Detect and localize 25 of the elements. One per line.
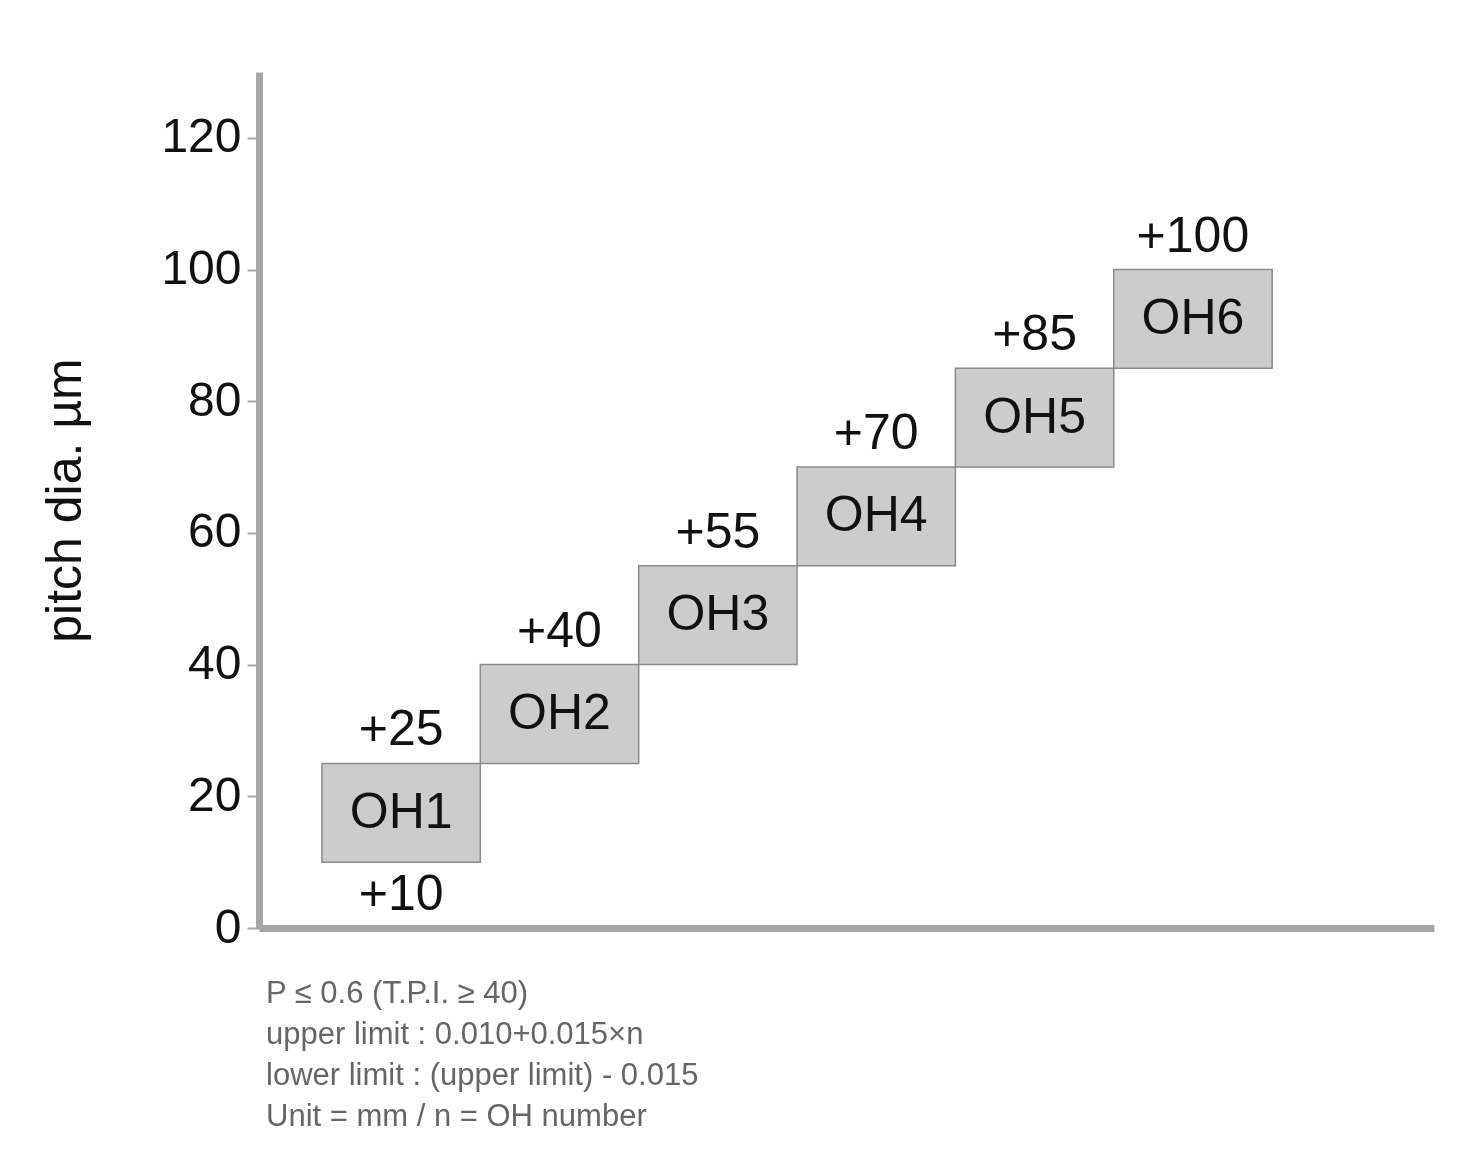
x-tick-label: OH6 (1141, 288, 1245, 345)
text: Unit = mm / n = OH number (266, 1097, 648, 1135)
x-tick-label: OH1 (349, 782, 453, 839)
text: lower limit : (upper limit) - 0.015 (266, 1056, 700, 1094)
y-tick-label: 60 (188, 504, 242, 558)
y-axis-title: pitch dia. µm (36, 358, 93, 643)
annotation: +85 (992, 305, 1077, 362)
x-tick-label: OH5 (983, 387, 1086, 444)
x-tick-label: OH2 (508, 684, 611, 740)
annotation: +10 (358, 865, 444, 922)
x-tick-label: OH3 (666, 585, 770, 642)
y-tick-label: 40 (188, 636, 242, 690)
y-tick-label: 20 (188, 767, 242, 821)
annotation: +25 (358, 700, 444, 757)
text: P ≤ 0.6 (T.P.I. ≥ 40) (266, 974, 530, 1012)
y-tick-label: 100 (161, 241, 242, 295)
y-tick-label: 80 (188, 372, 242, 426)
y-tick-label: 0 (214, 899, 242, 953)
annotation: +55 (675, 502, 761, 559)
y-tick-label: 120 (161, 109, 242, 163)
x-tick-label: OH4 (824, 486, 928, 543)
annotation: +40 (517, 601, 602, 658)
annotation: +70 (833, 404, 919, 461)
text: upper limit : 0.010+0.015×n (266, 1015, 645, 1053)
annotation: +100 (1136, 206, 1250, 263)
